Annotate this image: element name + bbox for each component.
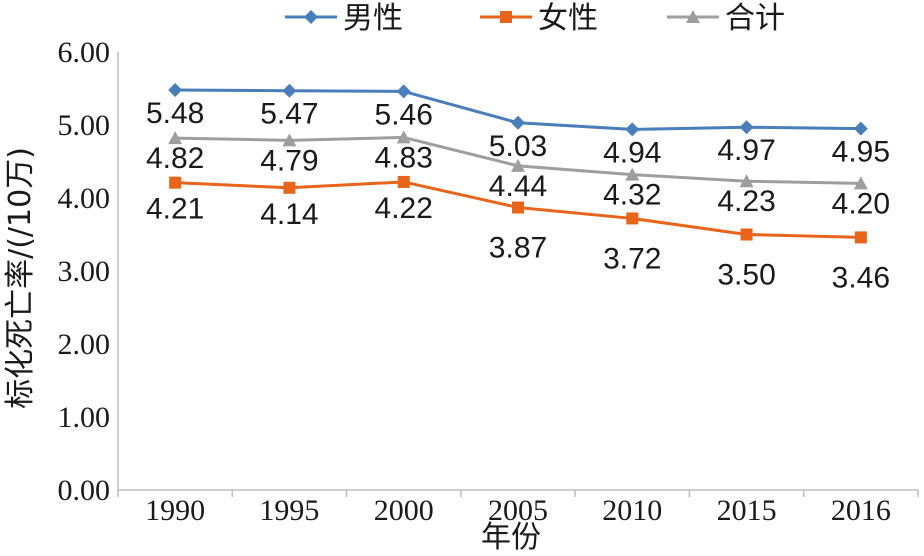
data-point: [511, 158, 525, 172]
data-label: 5.03: [489, 130, 547, 163]
data-point: [396, 84, 411, 99]
y-tick-label: 0.00: [58, 474, 111, 507]
y-tick-label: 6.00: [58, 36, 111, 69]
x-tick-label: 1990: [145, 494, 205, 527]
data-point: [739, 174, 754, 188]
y-axis-title: 标化死亡率/(/10万): [3, 147, 38, 409]
x-tick-label: 2005: [488, 494, 548, 527]
y-tick-label: 1.00: [58, 401, 111, 434]
data-point: [396, 130, 411, 144]
data-label: 5.48: [146, 97, 204, 130]
data-point: [853, 121, 868, 136]
x-tick-label: 1995: [259, 494, 319, 527]
data-point: [854, 231, 867, 244]
data-point: [739, 120, 754, 135]
y-tick-label: 3.00: [58, 255, 111, 288]
data-point: [853, 176, 868, 190]
data-point: [282, 133, 297, 147]
series-layer: [168, 82, 868, 244]
data-point: [168, 131, 183, 145]
data-label: 4.83: [375, 141, 433, 174]
data-point: [626, 212, 639, 225]
chart-legend: 男性 女性 合计: [285, 1, 785, 36]
data-label: 4.95: [832, 136, 890, 169]
data-point: [282, 83, 297, 98]
data-label: 3.50: [717, 259, 775, 292]
data-label: 4.97: [717, 134, 775, 167]
data-label: 5.46: [375, 98, 433, 131]
data-point: [625, 167, 640, 181]
y-tick-label: 5.00: [58, 109, 111, 142]
data-label: 4.94: [603, 136, 661, 169]
legend-marker: [304, 10, 318, 24]
legend-label: 女性: [538, 1, 598, 36]
data-label: 4.82: [146, 142, 204, 175]
data-point: [169, 176, 182, 189]
data-point: [283, 181, 296, 194]
data-label: 4.44: [489, 170, 547, 203]
data-point: [397, 175, 410, 188]
data-label: 4.20: [832, 187, 890, 220]
data-label: 3.87: [489, 231, 547, 264]
data-label: 3.46: [832, 261, 890, 294]
y-axis: 0.00 1.00 2.00 3.00 4.00 5.00 6.00: [58, 36, 119, 507]
legend-marker: [500, 11, 512, 23]
data-point: [168, 82, 183, 97]
legend-marker: [686, 10, 700, 23]
legend-label: 合计: [725, 1, 785, 36]
data-label: 4.14: [260, 198, 318, 231]
x-tick-label: 2000: [374, 494, 434, 527]
data-point: [512, 201, 524, 214]
y-tick-label: 4.00: [58, 182, 111, 215]
data-point: [511, 115, 525, 130]
data-label: 4.21: [146, 193, 204, 226]
data-label: 4.22: [375, 192, 433, 225]
x-axis: 1990 1995 2000 2005 2010 2015 2016: [117, 489, 919, 527]
data-label: 4.32: [603, 179, 661, 212]
data-label: 4.23: [717, 185, 775, 218]
data-point: [625, 122, 640, 137]
legend-label: 男性: [343, 1, 403, 36]
data-point: [740, 228, 753, 241]
data-label: 5.47: [260, 98, 318, 131]
data-label-layer: 5.48 5.47 5.46 5.03 4.94 4.97 4.95 4.21 4.14 4.22…: [146, 97, 890, 294]
data-label: 4.79: [260, 144, 318, 177]
x-tick-label: 2010: [602, 494, 662, 527]
x-tick-label: 2015: [717, 494, 777, 527]
y-tick-label: 2.00: [58, 328, 111, 361]
x-axis-title: 年份: [481, 520, 541, 555]
x-tick-label: 2016: [831, 494, 891, 527]
data-label: 3.72: [603, 242, 661, 275]
